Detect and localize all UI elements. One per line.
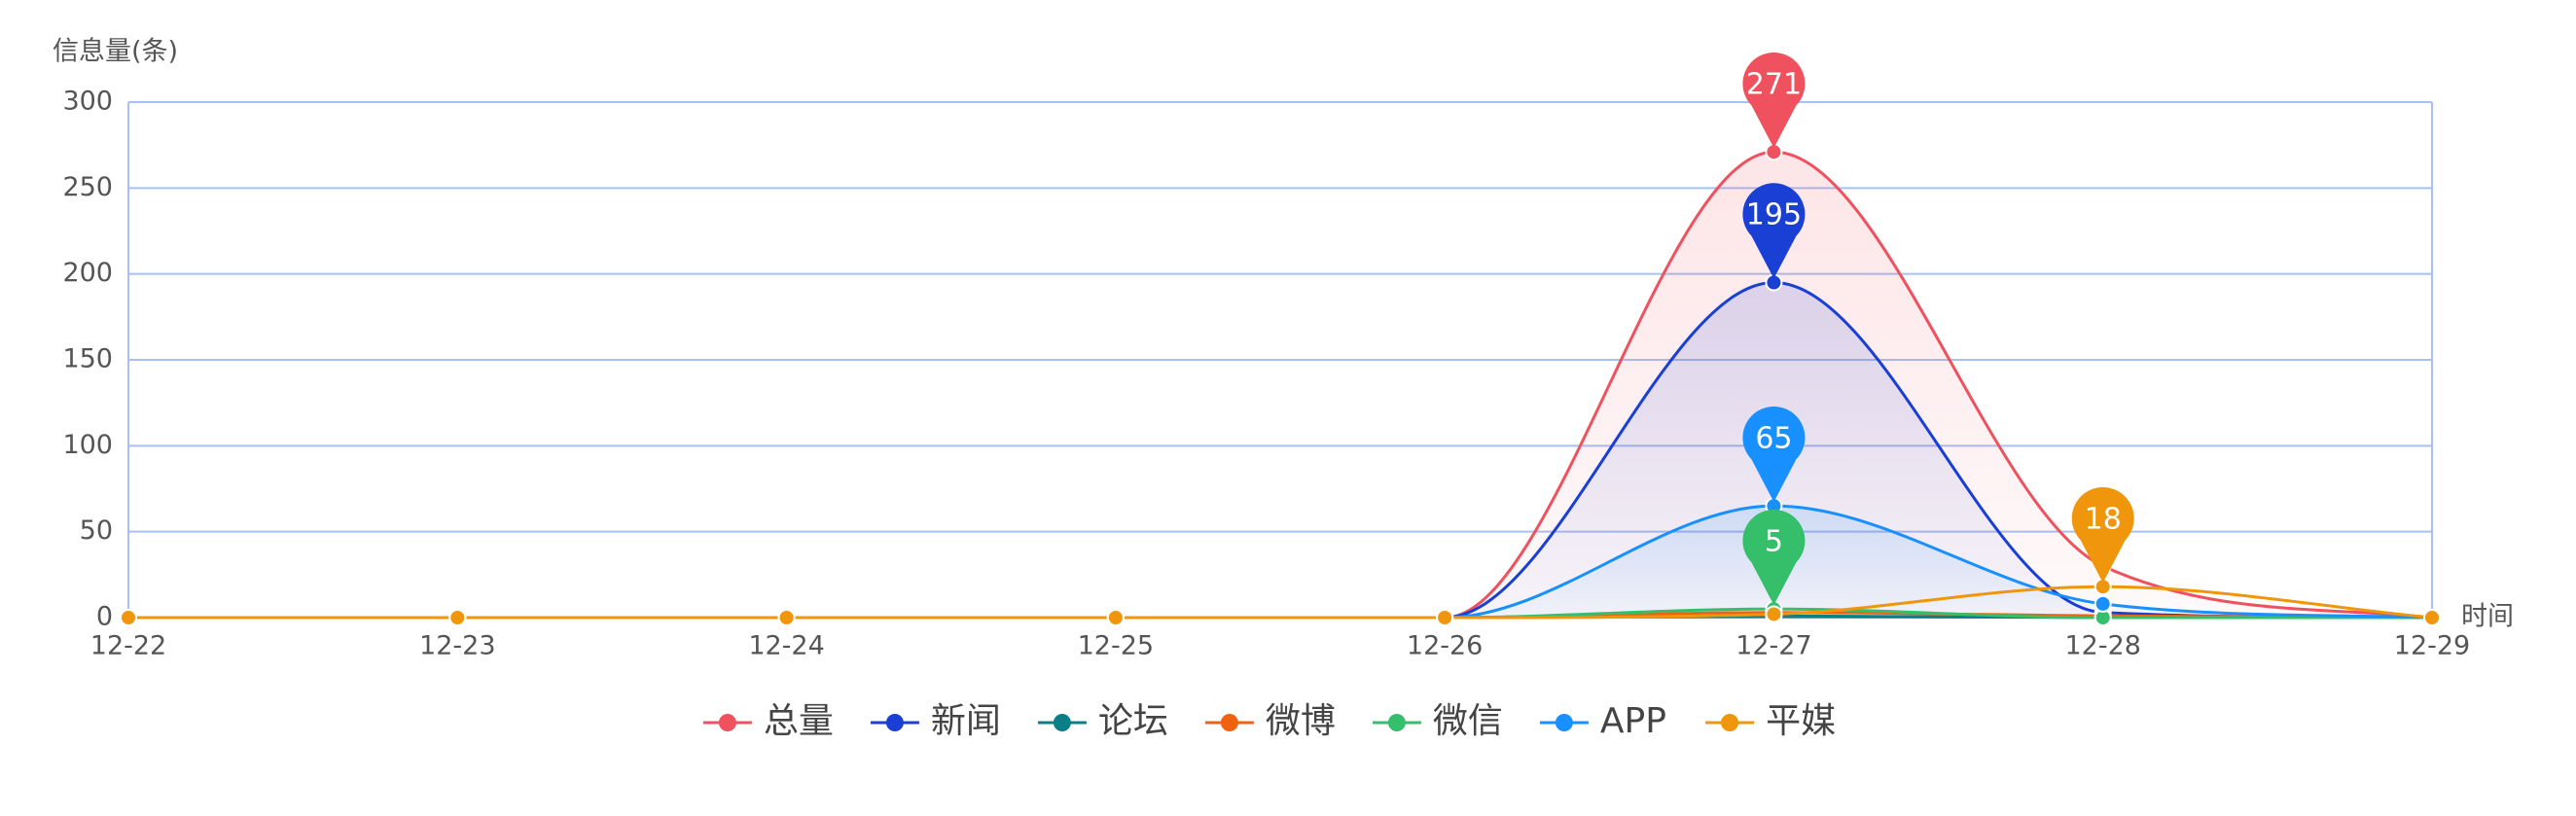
max-pin-label: 195 <box>1746 198 1802 232</box>
x-tick-label: 12-25 <box>1078 631 1154 661</box>
y-tick-label: 100 <box>62 430 113 460</box>
legend-item[interactable]: 平媒 <box>1705 701 1836 741</box>
legend-item[interactable]: 微信 <box>1372 701 1503 741</box>
x-tick-label: 12-22 <box>90 631 166 661</box>
point <box>448 609 467 626</box>
point <box>1765 605 1783 623</box>
x-axis-label: 时间 <box>2461 602 2514 632</box>
max-pin <box>1742 183 1806 279</box>
point <box>1106 609 1125 626</box>
x-tick-label: 12-27 <box>1735 631 1811 661</box>
y-tick-label: 150 <box>62 344 113 374</box>
y-tick-label: 250 <box>62 172 113 202</box>
y-tick-label: 300 <box>62 87 113 117</box>
x-tick-label: 12-24 <box>748 631 824 661</box>
y-tick-label: 200 <box>62 258 113 288</box>
legend-text: 微博 <box>1266 701 1336 741</box>
legend-text: 论坛 <box>1098 701 1168 741</box>
x-tick-label: 12-23 <box>419 631 495 661</box>
y-axis-label: 信息量(条) <box>53 37 178 67</box>
legend-marker <box>1387 714 1406 731</box>
x-tick-label: 12-26 <box>1407 631 1483 661</box>
y-tick-label: 0 <box>96 602 113 632</box>
max-pin <box>1742 53 1806 149</box>
legend-text: APP <box>1600 701 1666 741</box>
point <box>120 609 137 626</box>
legend-marker <box>1555 714 1573 731</box>
area <box>128 506 2432 618</box>
legend-marker <box>1721 714 1739 731</box>
max-pin-label: 5 <box>1765 524 1783 558</box>
legend-text: 总量 <box>764 701 834 741</box>
legend-item[interactable]: 论坛 <box>1037 701 1168 741</box>
legend-marker <box>1220 714 1238 731</box>
legend-item[interactable]: 新闻 <box>870 701 1001 741</box>
legend-item[interactable]: 微博 <box>1204 701 1336 741</box>
max-pin <box>1742 406 1806 503</box>
legend-text: 新闻 <box>931 701 1001 741</box>
max-pin <box>2071 486 2134 584</box>
x-tick-label: 12-29 <box>2394 631 2470 661</box>
max-pin-label: 18 <box>2085 502 2122 536</box>
point <box>2423 609 2441 626</box>
legend-marker <box>718 714 736 731</box>
legend-text: 平媒 <box>1766 701 1836 741</box>
max-pin-label: 65 <box>1755 421 1792 455</box>
max-pin-label: 271 <box>1746 67 1802 101</box>
point <box>2093 594 2112 613</box>
legend-marker <box>1053 714 1071 731</box>
y-tick-label: 50 <box>80 515 113 546</box>
point <box>1436 609 1454 626</box>
legend-marker <box>885 714 904 731</box>
legend-item[interactable]: 总量 <box>702 701 834 741</box>
x-tick-label: 12-28 <box>2064 631 2140 661</box>
line <box>128 585 2433 620</box>
max-pin <box>1742 509 1806 606</box>
point <box>777 609 796 626</box>
legend-text: 微信 <box>1433 701 1503 741</box>
legend-item[interactable]: APP <box>1539 701 1666 741</box>
